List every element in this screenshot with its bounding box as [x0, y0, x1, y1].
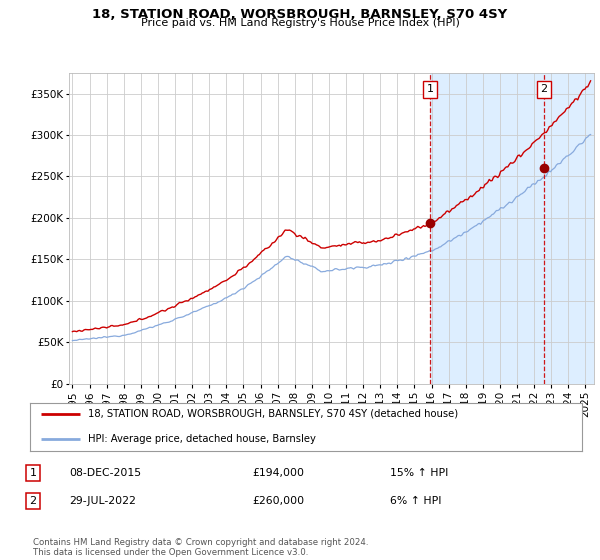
Text: 15% ↑ HPI: 15% ↑ HPI	[390, 468, 448, 478]
Text: 6% ↑ HPI: 6% ↑ HPI	[390, 496, 442, 506]
Text: 18, STATION ROAD, WORSBROUGH, BARNSLEY, S70 4SY (detached house): 18, STATION ROAD, WORSBROUGH, BARNSLEY, …	[88, 409, 458, 419]
Text: Contains HM Land Registry data © Crown copyright and database right 2024.
This d: Contains HM Land Registry data © Crown c…	[33, 538, 368, 557]
Text: £194,000: £194,000	[252, 468, 304, 478]
Text: 18, STATION ROAD, WORSBROUGH, BARNSLEY, S70 4SY: 18, STATION ROAD, WORSBROUGH, BARNSLEY, …	[92, 8, 508, 21]
Text: 2: 2	[541, 85, 548, 95]
Text: 08-DEC-2015: 08-DEC-2015	[69, 468, 141, 478]
Text: 1: 1	[427, 85, 434, 95]
Text: Price paid vs. HM Land Registry's House Price Index (HPI): Price paid vs. HM Land Registry's House …	[140, 18, 460, 29]
Text: 29-JUL-2022: 29-JUL-2022	[69, 496, 136, 506]
Text: £260,000: £260,000	[252, 496, 304, 506]
Text: 2: 2	[29, 496, 37, 506]
Text: HPI: Average price, detached house, Barnsley: HPI: Average price, detached house, Barn…	[88, 434, 316, 444]
Text: 1: 1	[29, 468, 37, 478]
Bar	[430, 73, 600, 384]
